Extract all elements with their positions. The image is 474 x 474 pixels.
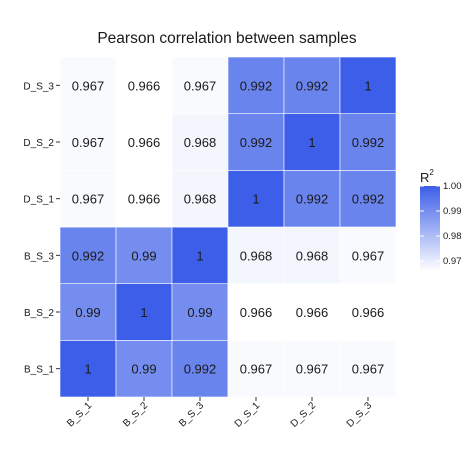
heatmap-cell (227, 113, 285, 171)
cell-value-label: 0.992 (240, 135, 273, 150)
cell-value-label: 0.966 (240, 305, 273, 320)
legend-title-superscript: 2 (429, 168, 434, 177)
heatmap-cell (59, 170, 117, 228)
x-tick-label: D_S_2 (289, 400, 319, 430)
x-tick-label: B_S_1 (65, 400, 94, 429)
y-tick-label: B_S_3 (24, 251, 54, 262)
y-axis: B_S_1 B_S_2 B_S_3 D_S_1 D_S_2 D_S_3 (23, 81, 60, 376)
heatmap-cell (227, 283, 285, 341)
heatmap-cell (339, 113, 397, 171)
heatmap-cell (283, 113, 341, 171)
heatmap-cell (339, 226, 397, 284)
legend-title: R2 (420, 168, 434, 185)
cell-value-label: 0.99 (131, 248, 156, 263)
heatmap-cell (283, 56, 341, 114)
cell-value-label: 0.992 (296, 78, 329, 93)
heatmap-cell (339, 170, 397, 228)
cell-value-label: 0.966 (128, 192, 161, 207)
x-tick-label: D_S_3 (345, 400, 375, 430)
cell-value-label: 0.968 (296, 248, 329, 263)
y-tick-label: D_S_2 (23, 138, 54, 149)
x-tick-label: D_S_1 (233, 400, 263, 430)
cell-value-label: 0.967 (240, 362, 273, 377)
cell-value-label: 0.966 (352, 305, 385, 320)
cell-value-label: 0.967 (352, 362, 385, 377)
x-tick-label: B_S_2 (121, 400, 150, 429)
x-tick-label: B_S_3 (177, 400, 206, 429)
heatmap-cell (115, 170, 173, 228)
cell-value-label: 1 (140, 305, 147, 320)
cell-value-label: 0.968 (184, 192, 217, 207)
cell-value-label: 0.992 (352, 135, 385, 150)
cell-value-label: 0.966 (296, 305, 329, 320)
cell-value-label: 0.967 (296, 362, 329, 377)
cell-value-label: 0.99 (131, 362, 156, 377)
cell-value-labels: 1 0.99 0.992 0.967 0.967 0.967 0.99 1 0.99 0.966 0… (72, 78, 385, 376)
legend-ticks: 1.00 0.99 0.98 0.97 (420, 181, 462, 267)
heatmap-cell (339, 56, 397, 114)
heatmap-cell (115, 340, 173, 398)
cell-value-label: 0.966 (128, 78, 161, 93)
legend-colorbar (420, 186, 440, 271)
cell-value-label: 0.968 (240, 248, 273, 263)
chart-title: Pearson correlation between samples (97, 30, 357, 47)
heatmap-cell (59, 226, 117, 284)
cell-value-label: 0.967 (72, 192, 105, 207)
cell-value-label: 0.967 (72, 78, 105, 93)
legend-tick-label: 0.97 (443, 256, 462, 267)
cell-value-label: 0.992 (72, 248, 105, 263)
cell-value-label: 1 (252, 192, 259, 207)
cell-value-label: 1 (84, 362, 91, 377)
y-tick-label: B_S_1 (24, 365, 54, 376)
cell-value-label: 0.992 (184, 362, 217, 377)
legend-title-main: R (420, 170, 429, 185)
heatmap-cell (171, 170, 229, 228)
heatmap-cell (227, 340, 285, 398)
heatmap-cell (283, 226, 341, 284)
legend-tick-label: 0.98 (443, 231, 462, 242)
heatmap-cell (227, 56, 285, 114)
cell-value-label: 0.99 (187, 305, 212, 320)
heatmap-cell (283, 340, 341, 398)
cell-value-label: 0.992 (240, 78, 273, 93)
legend-tick-label: 1.00 (443, 181, 462, 192)
heatmap-cell (171, 283, 229, 341)
heatmap-cell (171, 113, 229, 171)
cell-value-label: 0.992 (296, 192, 329, 207)
cell-value-label: 0.968 (184, 135, 217, 150)
heatmap-cells (59, 56, 397, 398)
cell-value-label: 0.966 (128, 135, 161, 150)
heatmap-cell (115, 283, 173, 341)
heatmap-cell (59, 283, 117, 341)
cell-value-label: 1 (196, 248, 203, 263)
cell-value-label: 0.967 (184, 78, 217, 93)
cell-value-label: 1 (364, 78, 371, 93)
heatmap-cell (59, 340, 117, 398)
y-tick-label: D_S_3 (23, 81, 54, 92)
cell-value-label: 1 (308, 135, 315, 150)
heatmap-cell (339, 283, 397, 341)
cell-value-label: 0.992 (352, 192, 385, 207)
heatmap-cell (227, 226, 285, 284)
cell-value-label: 0.99 (75, 305, 100, 320)
y-tick-label: D_S_1 (23, 195, 54, 206)
color-legend: R2 1.00 0.99 0.98 0.97 (420, 168, 462, 271)
legend-tick-label: 0.99 (443, 206, 462, 217)
heatmap-cell (339, 340, 397, 398)
cell-value-label: 0.967 (72, 135, 105, 150)
heatmap-cell (283, 170, 341, 228)
heatmap-cell (59, 56, 117, 114)
y-tick-label: B_S_2 (24, 308, 54, 319)
x-axis: B_S_1 B_S_2 B_S_3 D_S_1 D_S_2 D_S_3 (65, 397, 374, 430)
cell-value-label: 0.967 (352, 248, 385, 263)
heatmap-cell (59, 113, 117, 171)
heatmap-cell (171, 226, 229, 284)
